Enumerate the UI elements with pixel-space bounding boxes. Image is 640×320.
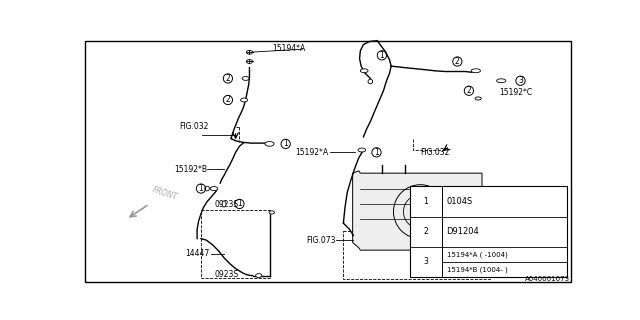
Ellipse shape bbox=[222, 201, 226, 207]
Text: 15194*B (1004- ): 15194*B (1004- ) bbox=[447, 266, 508, 273]
Text: 1: 1 bbox=[374, 148, 379, 157]
Text: 1: 1 bbox=[198, 184, 204, 193]
Text: 1: 1 bbox=[424, 197, 428, 206]
Ellipse shape bbox=[241, 98, 248, 102]
Ellipse shape bbox=[255, 274, 262, 277]
Bar bbox=[201, 210, 270, 278]
Text: 3: 3 bbox=[423, 258, 428, 267]
Text: 2: 2 bbox=[424, 227, 428, 236]
Ellipse shape bbox=[210, 187, 218, 190]
Text: FIG.032: FIG.032 bbox=[420, 148, 450, 157]
Text: 2: 2 bbox=[467, 86, 471, 95]
Text: 2: 2 bbox=[455, 57, 460, 66]
Ellipse shape bbox=[471, 69, 481, 73]
Text: 1: 1 bbox=[284, 140, 288, 148]
Text: FIG.073: FIG.073 bbox=[307, 236, 336, 245]
Bar bbox=[344, 231, 490, 279]
Circle shape bbox=[205, 186, 209, 191]
Ellipse shape bbox=[475, 97, 481, 100]
Text: 2: 2 bbox=[225, 74, 230, 83]
Ellipse shape bbox=[497, 79, 506, 83]
Ellipse shape bbox=[246, 50, 253, 54]
Text: 2: 2 bbox=[225, 95, 230, 105]
Ellipse shape bbox=[269, 211, 275, 214]
Text: 0104S: 0104S bbox=[447, 197, 473, 206]
Polygon shape bbox=[353, 171, 482, 250]
Ellipse shape bbox=[242, 76, 249, 80]
Circle shape bbox=[413, 204, 428, 219]
Text: 1: 1 bbox=[237, 199, 242, 208]
Text: A040001073: A040001073 bbox=[525, 276, 570, 283]
Text: 15192*C: 15192*C bbox=[499, 88, 532, 98]
Ellipse shape bbox=[358, 148, 365, 152]
Text: 0923S: 0923S bbox=[214, 270, 238, 279]
Text: 15194*A ( -1004): 15194*A ( -1004) bbox=[447, 251, 508, 258]
Text: 15194*A: 15194*A bbox=[273, 44, 306, 53]
Text: 15192*A: 15192*A bbox=[295, 148, 328, 157]
Text: 0923S: 0923S bbox=[214, 200, 238, 209]
Text: FRONT: FRONT bbox=[151, 186, 179, 203]
Ellipse shape bbox=[246, 60, 253, 63]
Bar bbox=[410, 186, 568, 277]
Text: FIG.032: FIG.032 bbox=[179, 123, 209, 132]
Text: D91204: D91204 bbox=[447, 227, 479, 236]
Text: 1: 1 bbox=[380, 51, 384, 60]
Text: 14447: 14447 bbox=[186, 250, 210, 259]
Text: 15192*B: 15192*B bbox=[174, 165, 207, 174]
Text: 3: 3 bbox=[518, 76, 523, 85]
Ellipse shape bbox=[265, 141, 274, 146]
Circle shape bbox=[368, 79, 372, 84]
Ellipse shape bbox=[360, 69, 368, 73]
